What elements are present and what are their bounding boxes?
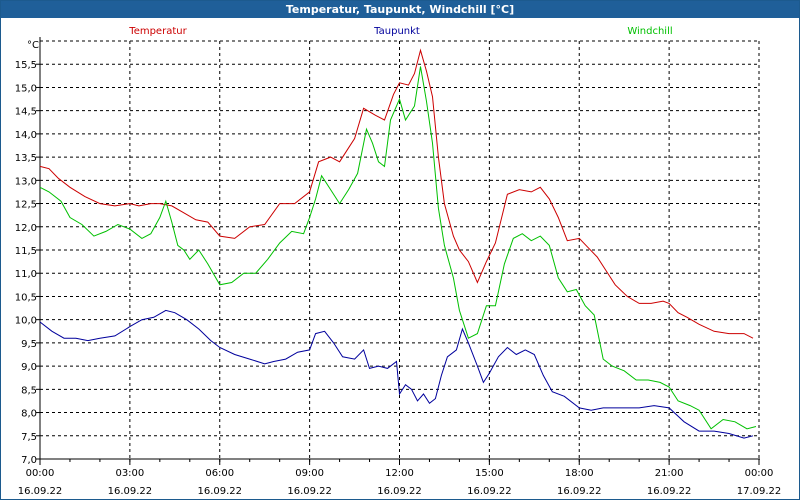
x-tick-time: 06:00 bbox=[205, 468, 234, 479]
x-tick-date: 16.09.22 bbox=[108, 486, 153, 497]
y-axis-label: °C bbox=[27, 40, 39, 51]
series-line-temperatur bbox=[39, 48, 754, 339]
y-tick-label: 10,0 bbox=[15, 316, 37, 327]
x-tick-time: 15:00 bbox=[475, 468, 504, 479]
x-tick-date: 16.09.22 bbox=[467, 486, 512, 497]
y-tick-label: 12,5 bbox=[15, 200, 37, 211]
x-tick-date: 16.09.22 bbox=[557, 486, 602, 497]
x-tick-date: 17.09.22 bbox=[737, 486, 782, 497]
y-tick-label: 9,5 bbox=[21, 339, 37, 350]
legend-entry-temperatur: Temperatur bbox=[128, 26, 187, 37]
grid-lines bbox=[40, 40, 760, 459]
x-tick-labels: 00:00 16.09.22 03:00 16.09.22 06:00 16.09.22 0… bbox=[18, 468, 782, 497]
series-line-windchill bbox=[39, 66, 757, 430]
x-tick-date: 16.09.22 bbox=[377, 486, 422, 497]
axes bbox=[36, 37, 760, 465]
y-tick-label: 14,0 bbox=[15, 130, 37, 141]
x-tick-date: 16.09.22 bbox=[647, 486, 692, 497]
window-title: Temperatur, Taupunkt, Windchill [°C] bbox=[1, 1, 799, 18]
x-tick-time: 00:00 bbox=[745, 468, 774, 479]
x-tick-date: 16.09.22 bbox=[18, 486, 63, 497]
x-tick-time: 00:00 bbox=[26, 468, 55, 479]
x-tick-date: 16.09.22 bbox=[287, 486, 332, 497]
x-tick-time: 21:00 bbox=[655, 468, 684, 479]
y-tick-labels: 7,0 7,5 8,0 8,5 9,0 9,5 10,0 10,5 11,0 11,5 12,0 12… bbox=[15, 60, 37, 466]
x-tick-time: 03:00 bbox=[115, 468, 144, 479]
y-tick-label: 8,5 bbox=[21, 385, 37, 396]
legend: Temperatur Taupunkt Windchill bbox=[128, 26, 672, 37]
y-tick-label: 13,0 bbox=[15, 176, 37, 187]
y-tick-label: 7,5 bbox=[21, 432, 37, 443]
legend-entry-taupunkt: Taupunkt bbox=[373, 26, 420, 37]
y-tick-label: 12,0 bbox=[15, 223, 37, 234]
y-tick-label: 13,5 bbox=[15, 153, 37, 164]
x-tick-date: 16.09.22 bbox=[197, 486, 242, 497]
y-tick-label: 7,0 bbox=[21, 455, 37, 466]
legend-entry-windchill: Windchill bbox=[627, 26, 672, 37]
y-tick-label: 10,5 bbox=[15, 292, 37, 303]
y-tick-label: 8,0 bbox=[21, 409, 37, 420]
y-tick-label: 14,5 bbox=[15, 107, 37, 118]
y-tick-label: 15,5 bbox=[15, 60, 37, 71]
y-tick-label: 9,0 bbox=[21, 362, 37, 373]
x-tick-time: 09:00 bbox=[295, 468, 324, 479]
x-tick-time: 12:00 bbox=[385, 468, 414, 479]
y-tick-label: 11,5 bbox=[15, 246, 37, 257]
y-tick-label: 15,0 bbox=[15, 83, 37, 94]
series-lines bbox=[39, 48, 757, 439]
series-line-taupunkt bbox=[39, 309, 754, 439]
y-tick-label: 11,0 bbox=[15, 269, 37, 280]
x-tick-time: 18:00 bbox=[565, 468, 594, 479]
